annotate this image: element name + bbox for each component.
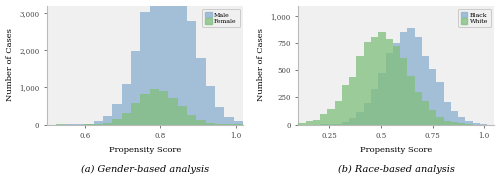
- Bar: [224, 117, 234, 125]
- Bar: [187, 115, 196, 125]
- Bar: [328, 124, 334, 125]
- Bar: [103, 116, 113, 125]
- Bar: [371, 37, 378, 125]
- Bar: [328, 109, 334, 125]
- Bar: [187, 21, 196, 125]
- Bar: [356, 56, 364, 125]
- Text: (a) Gender-based analysis: (a) Gender-based analysis: [81, 165, 209, 174]
- Bar: [378, 73, 386, 125]
- Bar: [206, 86, 215, 125]
- X-axis label: Propensity Score: Propensity Score: [109, 146, 181, 154]
- Bar: [94, 124, 103, 125]
- Bar: [444, 102, 451, 125]
- Bar: [84, 123, 94, 125]
- Bar: [140, 94, 149, 125]
- Bar: [178, 106, 187, 125]
- Y-axis label: Number of Cases: Number of Cases: [257, 29, 265, 102]
- Bar: [196, 120, 205, 125]
- Bar: [422, 100, 429, 125]
- Bar: [408, 76, 414, 125]
- Bar: [178, 0, 187, 125]
- Bar: [334, 124, 342, 125]
- Bar: [393, 46, 400, 125]
- Bar: [313, 120, 320, 125]
- Bar: [364, 103, 371, 125]
- Bar: [206, 123, 215, 125]
- Bar: [444, 121, 451, 125]
- Bar: [349, 77, 356, 125]
- Bar: [131, 103, 140, 125]
- Bar: [408, 28, 414, 125]
- Bar: [342, 122, 349, 125]
- Bar: [429, 110, 436, 125]
- Bar: [84, 124, 94, 125]
- Bar: [306, 121, 313, 125]
- Bar: [466, 124, 472, 125]
- Bar: [150, 89, 159, 125]
- Text: (b) Race-based analysis: (b) Race-based analysis: [338, 165, 455, 174]
- Bar: [342, 85, 349, 125]
- Bar: [334, 101, 342, 125]
- Bar: [414, 92, 422, 125]
- Bar: [393, 43, 400, 125]
- Bar: [131, 50, 140, 125]
- Bar: [349, 118, 356, 125]
- Bar: [168, 98, 177, 125]
- Bar: [122, 84, 131, 125]
- Bar: [94, 121, 103, 125]
- Bar: [364, 42, 371, 125]
- Bar: [122, 113, 131, 125]
- Bar: [320, 114, 328, 125]
- Bar: [451, 111, 458, 125]
- Bar: [429, 69, 436, 125]
- Bar: [480, 124, 487, 125]
- Bar: [466, 121, 472, 125]
- Bar: [451, 123, 458, 125]
- Bar: [103, 123, 113, 125]
- Bar: [159, 90, 168, 125]
- Bar: [140, 12, 149, 125]
- Bar: [112, 119, 122, 125]
- Bar: [386, 53, 393, 125]
- Legend: Male, Female: Male, Female: [202, 9, 240, 27]
- Bar: [215, 124, 224, 125]
- Bar: [458, 123, 466, 125]
- Bar: [472, 123, 480, 125]
- Legend: Black, White: Black, White: [458, 9, 492, 27]
- Bar: [414, 37, 422, 125]
- Bar: [112, 104, 122, 125]
- Bar: [196, 58, 205, 125]
- Bar: [400, 32, 407, 125]
- Bar: [436, 82, 444, 125]
- Bar: [422, 56, 429, 125]
- Bar: [298, 123, 306, 125]
- Bar: [168, 0, 177, 125]
- Bar: [75, 124, 85, 125]
- Bar: [400, 58, 407, 125]
- Bar: [371, 89, 378, 125]
- Bar: [356, 112, 364, 125]
- Bar: [234, 121, 243, 125]
- Y-axis label: Number of Cases: Number of Cases: [6, 29, 14, 102]
- Bar: [159, 0, 168, 125]
- Bar: [215, 107, 224, 125]
- Bar: [378, 32, 386, 125]
- X-axis label: Propensity Score: Propensity Score: [360, 146, 432, 154]
- Bar: [386, 39, 393, 125]
- Bar: [458, 117, 466, 125]
- Bar: [320, 124, 328, 125]
- Bar: [150, 0, 159, 125]
- Bar: [436, 117, 444, 125]
